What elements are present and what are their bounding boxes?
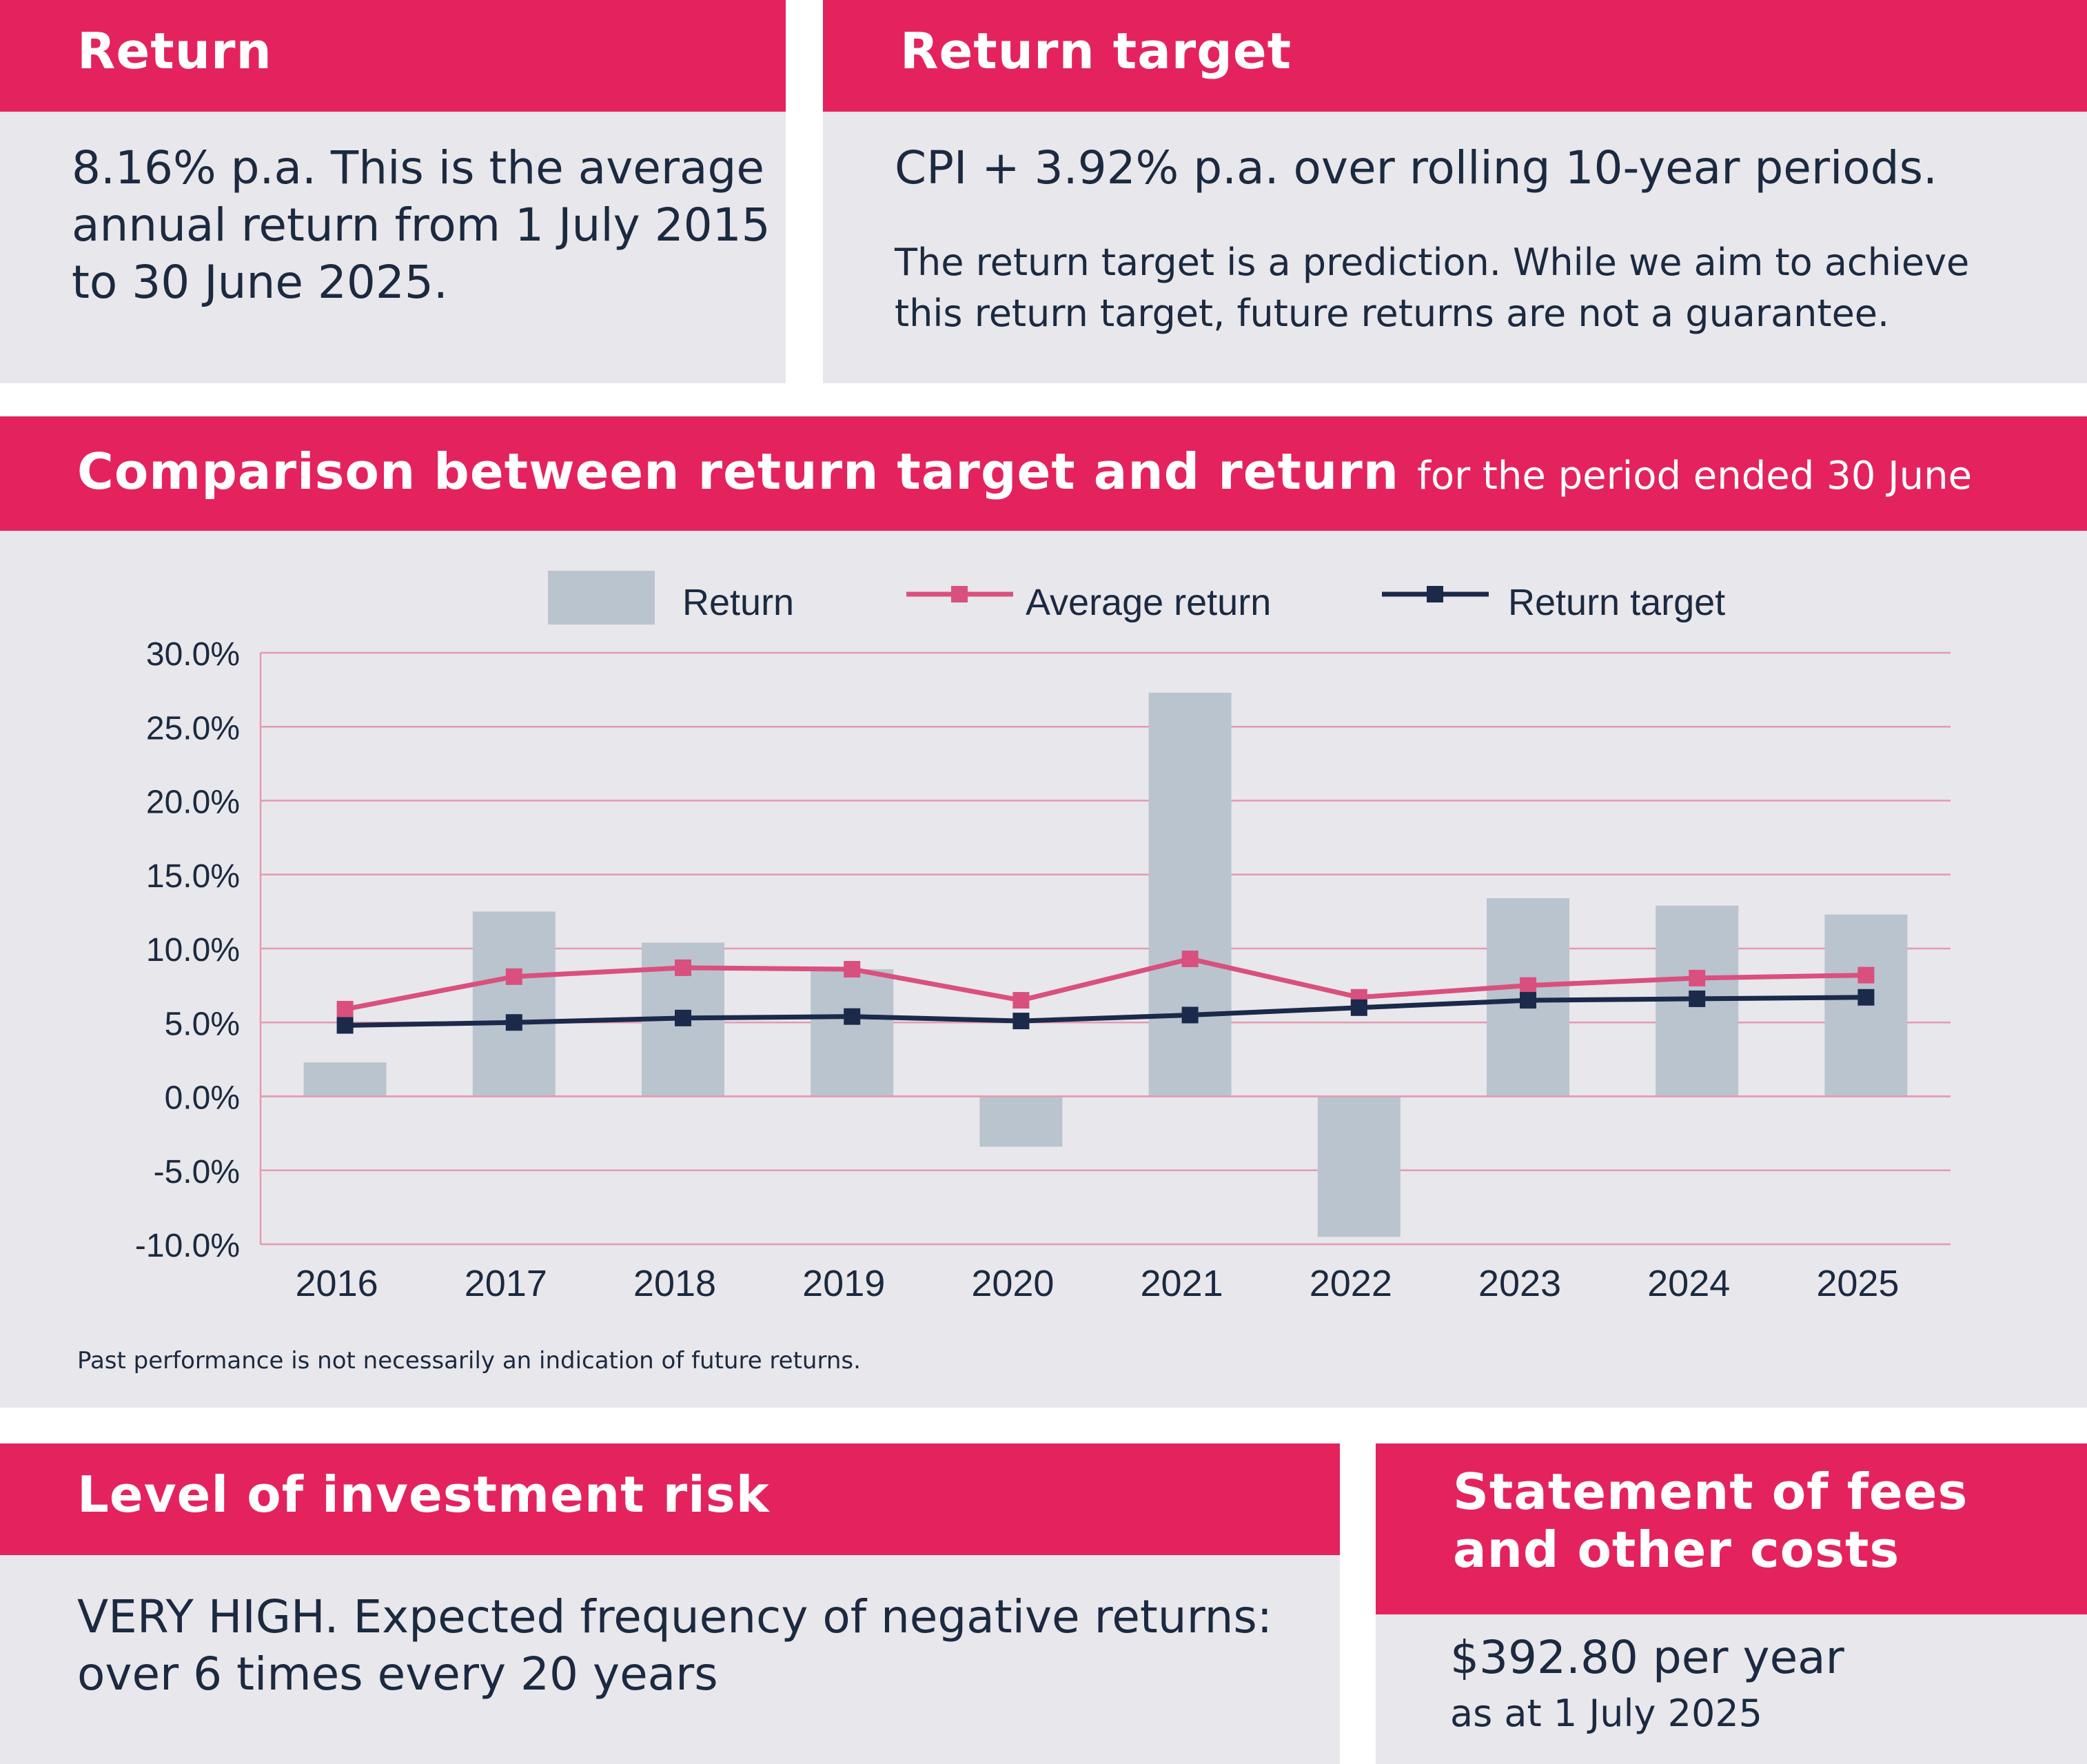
risk-header: Level of investment risk (0, 1443, 1340, 1555)
point-return-target-2019 (844, 1008, 861, 1025)
bar-return-2020 (979, 1096, 1063, 1147)
x-tick-label: 2019 (802, 1263, 885, 1304)
bar-return-2016 (303, 1062, 387, 1097)
return-target-header: Return target (823, 0, 2087, 112)
risk-title: Level of investment risk (77, 1466, 770, 1523)
point-average-return-2025 (1857, 966, 1875, 984)
legend-label-return-target: Return target (1508, 582, 1725, 623)
risk-text: VERY HIGH. Expected frequency of negativ… (77, 1590, 1273, 1701)
x-tick-label: 2021 (1141, 1263, 1223, 1304)
return-target-note: The return target is a prediction. While… (895, 241, 1970, 335)
x-tick-label: 2017 (465, 1263, 547, 1304)
point-return-target-2023 (1520, 992, 1536, 1009)
y-tick-label: 5.0% (165, 1006, 240, 1042)
point-average-return-2024 (1689, 969, 1706, 986)
x-tick-label: 2024 (1647, 1263, 1730, 1304)
point-average-return-2023 (1520, 977, 1536, 994)
point-return-target-2017 (505, 1014, 522, 1031)
x-tick-label: 2025 (1816, 1263, 1899, 1304)
return-target-headline: CPI + 3.92% p.a. over rolling 10-year pe… (895, 141, 1937, 194)
legend-marker-return-target (1427, 586, 1443, 602)
legend-label-average-return: Average return (1026, 582, 1271, 623)
return-panel: Return 8.16% p.a. This is the average an… (0, 0, 786, 383)
legend-label-return: Return (682, 582, 794, 623)
point-return-target-2025 (1857, 989, 1875, 1006)
comparison-header: Comparison between return target and ret… (0, 416, 2087, 531)
fees-title: Statement of fees and other costs (1453, 1463, 1968, 1579)
y-tick-label: 15.0% (146, 858, 240, 895)
past-performance-footnote: Past performance is not necessarily an i… (77, 1347, 861, 1375)
y-tick-label: 10.0% (146, 932, 240, 969)
return-target-title: Return target (900, 22, 1292, 80)
x-tick-label: 2022 (1310, 1263, 1392, 1304)
comparison-title: Comparison between return target and ret… (77, 443, 1400, 500)
bar-return-2021 (1148, 692, 1232, 1097)
point-average-return-2021 (1181, 951, 1199, 968)
comparison-chart-panel: Comparison between return target and ret… (0, 416, 2087, 1408)
return-header: Return (0, 0, 786, 112)
fees-amount: $392.80 per year (1450, 1631, 1844, 1684)
x-tick-label: 2020 (971, 1263, 1054, 1304)
comparison-title-line: Comparison between return target and ret… (77, 443, 1972, 500)
point-average-return-2018 (675, 959, 691, 976)
comparison-subtitle: for the period ended 30 June (1417, 454, 1973, 498)
line-average-return (344, 956, 1866, 1012)
y-tick-label: 25.0% (146, 710, 240, 747)
point-return-target-2022 (1350, 999, 1367, 1016)
comparison-chart: 30.0% 25.0% 20.0% 15.0% 10.0% 5.0% 0.0% -5.0% -1… (135, 571, 1951, 1304)
point-return-target-2021 (1181, 1006, 1199, 1024)
point-average-return-2016 (336, 1000, 354, 1017)
legend-swatch-return (548, 571, 655, 625)
investment-risk-panel: Level of investment risk VERY HIGH. Expe… (0, 1443, 1340, 1764)
return-target-panel: Return target CPI + 3.92% p.a. over roll… (823, 0, 2087, 383)
x-tick-label: 2018 (633, 1263, 716, 1304)
point-return-target-2024 (1689, 990, 1706, 1007)
point-return-target-2016 (336, 1017, 354, 1034)
x-tick-label: 2023 (1478, 1263, 1561, 1304)
fees-panel: Statement of fees and other costs $392.8… (1376, 1443, 2087, 1764)
point-return-target-2018 (675, 1009, 691, 1026)
point-average-return-2020 (1012, 992, 1030, 1009)
y-tick-label: 0.0% (165, 1080, 240, 1117)
bar-return-2017 (472, 911, 556, 1097)
return-title: Return (77, 22, 272, 80)
point-return-target-2020 (1012, 1013, 1030, 1030)
bar-return-2019 (811, 969, 894, 1097)
legend-marker-average-return (951, 586, 968, 602)
bar-return-2022 (1317, 1096, 1401, 1237)
x-tick-label: 2016 (296, 1263, 378, 1304)
point-average-return-2017 (505, 968, 522, 985)
y-tick-label: 30.0% (146, 636, 240, 673)
y-tick-label: 20.0% (146, 784, 240, 821)
fees-header: Statement of fees and other costs (1376, 1443, 2087, 1614)
line-return-target (345, 995, 1866, 1028)
y-tick-label: -5.0% (154, 1154, 240, 1190)
point-average-return-2019 (844, 961, 861, 978)
fees-as-at: as at 1 July 2025 (1450, 1692, 1763, 1735)
return-text: 8.16% p.a. This is the average annual re… (72, 141, 771, 309)
y-tick-label: -10.0% (135, 1228, 240, 1264)
